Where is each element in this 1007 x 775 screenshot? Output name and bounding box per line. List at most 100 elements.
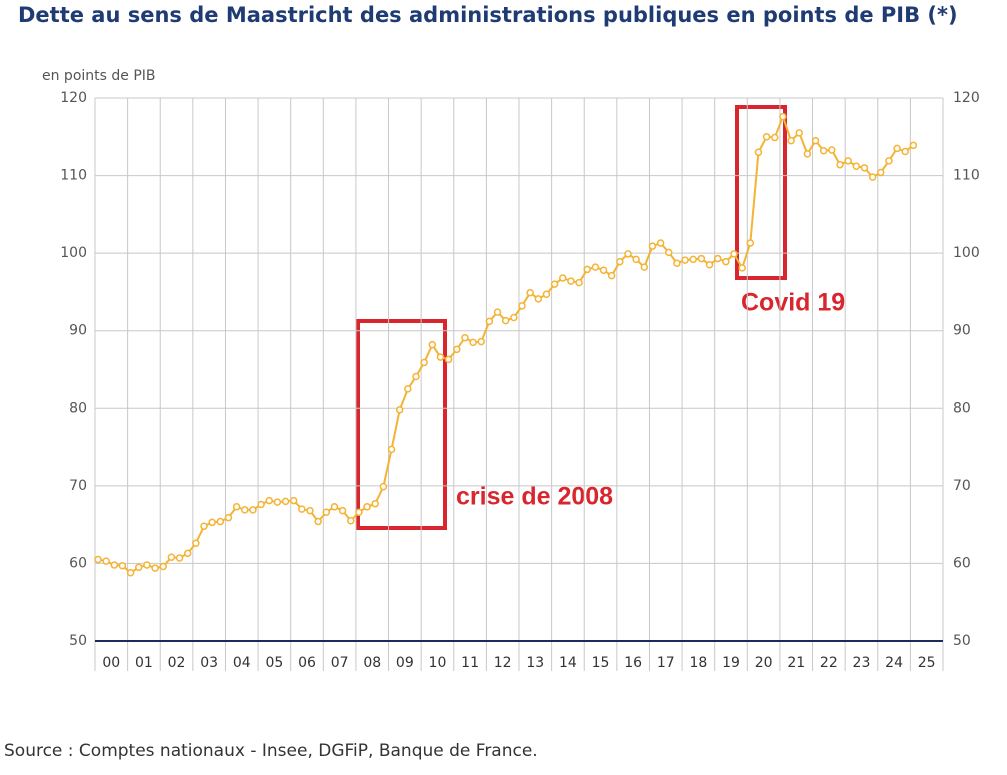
y-tick-label-right: 90 (953, 323, 971, 339)
x-tick-label: 12 (494, 655, 512, 671)
data-point (534, 295, 543, 303)
data-point (298, 505, 306, 513)
x-tick-label: 01 (135, 655, 153, 671)
data-point (102, 557, 110, 565)
data-point (110, 561, 119, 569)
x-tick-label: 25 (918, 655, 936, 671)
y-tick-label: 110 (60, 168, 87, 184)
data-point (371, 499, 379, 508)
data-point (607, 271, 616, 280)
data-point (501, 316, 510, 325)
data-point (306, 506, 314, 515)
data-point (583, 265, 591, 274)
x-tick-label: 06 (298, 655, 316, 671)
y-tick-label-right: 120 (953, 90, 980, 106)
data-point (257, 500, 265, 509)
data-point (216, 517, 225, 526)
x-tick-label: 17 (657, 655, 675, 671)
data-point (909, 141, 918, 150)
data-point (811, 136, 820, 145)
data-point (126, 568, 135, 577)
data-point (241, 506, 249, 514)
x-tick-label: 03 (200, 655, 218, 671)
data-point (860, 164, 869, 172)
x-tick-label: 07 (331, 655, 349, 671)
x-tick-label: 05 (265, 655, 283, 671)
data-point (94, 555, 102, 564)
y-tick-label-right: 50 (953, 633, 971, 649)
data-point (730, 250, 738, 258)
annotation: Covid 19 (741, 289, 845, 317)
data-point (542, 290, 551, 299)
data-point (379, 482, 388, 491)
data-point (289, 496, 298, 505)
data-point (444, 355, 453, 364)
data-point (135, 563, 143, 572)
data-point (746, 239, 755, 247)
data-point (281, 497, 290, 506)
data-point (893, 144, 901, 153)
x-tick-label: 10 (429, 655, 447, 671)
data-point (771, 133, 779, 142)
data-point (836, 160, 844, 169)
data-point (550, 280, 559, 288)
data-point (436, 353, 445, 361)
data-point (868, 173, 877, 181)
data-point (510, 313, 518, 322)
data-point (200, 522, 208, 530)
data-point (322, 508, 331, 516)
data-point (273, 498, 282, 506)
y-tick-label-right: 70 (953, 478, 971, 494)
data-point (648, 242, 657, 250)
data-point (819, 146, 828, 155)
x-tick-label: 19 (722, 655, 740, 671)
y-axis-label: en points de PIB (42, 68, 156, 84)
data-point (395, 406, 404, 414)
x-tick-label: 02 (168, 655, 186, 671)
y-tick-label: 50 (69, 633, 87, 649)
data-point (469, 338, 477, 347)
data-point (518, 302, 526, 310)
data-point (656, 239, 665, 247)
data-point (453, 345, 461, 354)
data-point (779, 112, 787, 121)
annotation: crise de 2008 (456, 483, 613, 511)
y-tick-label: 70 (69, 478, 87, 494)
data-point (477, 337, 485, 346)
x-tick-label: 20 (755, 655, 773, 671)
data-point (901, 147, 909, 156)
data-point (738, 264, 746, 272)
x-tick-label: 04 (233, 655, 251, 671)
data-point (363, 503, 371, 511)
x-tick-label: 21 (787, 655, 805, 671)
data-point (591, 263, 600, 271)
data-point (143, 561, 151, 569)
highlight-box (356, 319, 447, 530)
data-point (249, 506, 257, 514)
y-tick-label: 100 (60, 245, 87, 261)
data-point (412, 372, 420, 381)
data-point (844, 157, 852, 165)
data-point (762, 133, 771, 141)
data-point (575, 278, 583, 287)
data-point (208, 518, 216, 527)
data-point (599, 266, 608, 274)
data-point (828, 146, 836, 154)
highlight-box (735, 105, 787, 280)
x-tick-label: 13 (526, 655, 544, 671)
x-tick-label: 09 (396, 655, 414, 671)
data-point (404, 385, 412, 393)
data-point (803, 150, 812, 158)
data-point (338, 506, 347, 515)
data-point (183, 549, 192, 558)
x-tick-label: 15 (592, 655, 610, 671)
data-point (559, 274, 567, 282)
x-tick-label: 22 (820, 655, 838, 671)
data-point (787, 136, 795, 145)
y-tick-label-right: 60 (953, 555, 971, 571)
data-point (665, 248, 673, 257)
data-point (347, 517, 355, 525)
data-point (705, 261, 714, 269)
data-point (355, 508, 363, 516)
